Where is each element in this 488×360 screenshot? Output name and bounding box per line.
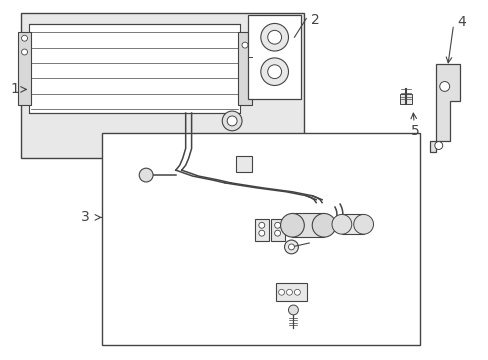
Circle shape: [21, 49, 27, 55]
Bar: [275, 283, 306, 301]
Circle shape: [258, 222, 264, 228]
Bar: [399, 94, 411, 104]
Bar: [341, 215, 363, 234]
Circle shape: [227, 116, 237, 126]
Text: 4: 4: [457, 15, 466, 28]
Circle shape: [294, 289, 300, 295]
Bar: [238, 32, 251, 105]
Bar: [292, 213, 324, 237]
Circle shape: [278, 289, 284, 295]
Circle shape: [258, 230, 264, 236]
Bar: [29, 24, 240, 113]
Bar: [102, 133, 419, 345]
Circle shape: [274, 222, 280, 228]
Bar: [18, 32, 31, 105]
Circle shape: [286, 289, 292, 295]
Circle shape: [260, 58, 288, 85]
Circle shape: [222, 111, 242, 131]
Circle shape: [242, 42, 247, 48]
Text: 3: 3: [81, 210, 90, 224]
Circle shape: [439, 82, 449, 91]
Polygon shape: [429, 64, 459, 152]
Circle shape: [280, 213, 304, 237]
Bar: [20, 13, 304, 158]
Text: 5: 5: [410, 124, 419, 138]
Text: 2: 2: [310, 13, 319, 27]
Circle shape: [353, 215, 373, 234]
Circle shape: [288, 244, 294, 250]
Bar: [236, 156, 251, 172]
Bar: [270, 219, 284, 241]
Circle shape: [284, 240, 298, 254]
Circle shape: [267, 65, 281, 78]
Circle shape: [288, 305, 298, 315]
Text: 1: 1: [11, 82, 20, 96]
Circle shape: [260, 23, 288, 51]
Circle shape: [434, 141, 442, 149]
Circle shape: [139, 168, 153, 182]
Circle shape: [21, 35, 27, 41]
Circle shape: [274, 230, 280, 236]
Circle shape: [267, 30, 281, 44]
Bar: [247, 15, 301, 99]
Bar: [254, 219, 268, 241]
Circle shape: [311, 213, 335, 237]
Circle shape: [331, 215, 351, 234]
